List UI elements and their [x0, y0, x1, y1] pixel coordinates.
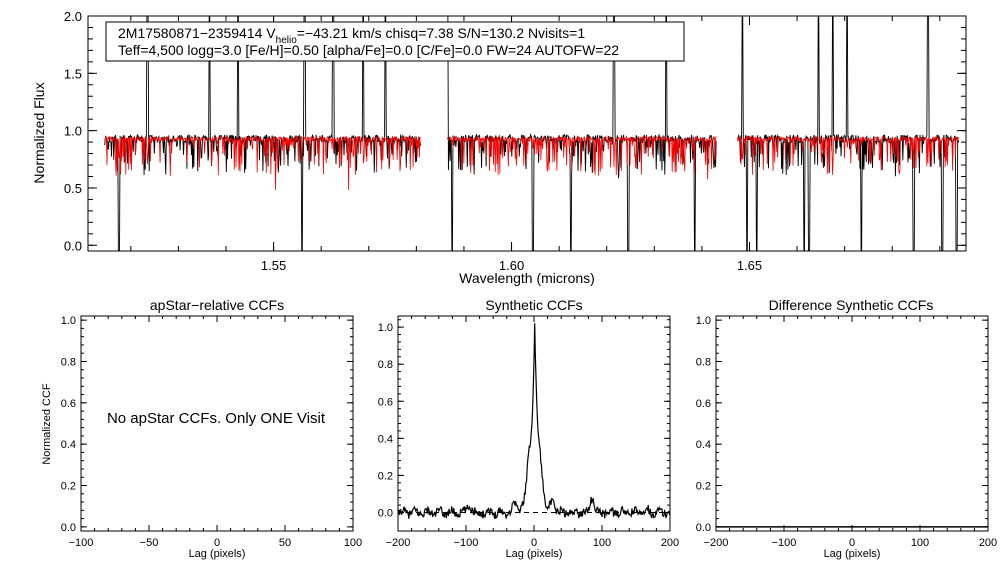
apstar-xtick-label: −50	[140, 537, 159, 549]
difference-ytick-label: 0.8	[696, 356, 711, 368]
apstar-annotation: No apStar CCFs. Only ONE Visit	[107, 410, 326, 427]
spectrum-ytick-label: 1.5	[64, 66, 82, 81]
difference-ytick-label: 0.2	[696, 481, 711, 493]
spectrum-ytick-label: 2.0	[64, 9, 82, 24]
observed-spectrum-segment-1	[104, 16, 422, 251]
difference-xtick-label: −100	[772, 537, 797, 549]
synthetic-xtick-label: 0	[531, 537, 537, 549]
synthetic-ccf-line	[397, 323, 671, 520]
spectrum-ticks: 1.55 1.60 1.65 0.0 0.5 1.0 1.5 2.0	[64, 9, 966, 273]
difference-xtick-label: 0	[849, 537, 855, 549]
difference-xlabel: Lag (pixels)	[824, 548, 881, 560]
spectrum-ytick-label: 1.0	[64, 124, 82, 139]
apstar-title: apStar−relative CCFs	[150, 297, 284, 313]
spectrum-xlabel: Wavelength (microns)	[459, 270, 595, 286]
difference-title: Difference Synthetic CCFs	[769, 297, 934, 313]
synthetic-ytick-label: 0.8	[378, 359, 393, 371]
spectrum-ytick-label: 0.5	[64, 181, 82, 196]
synthetic-xtick-label: 100	[593, 537, 611, 549]
apstar-xtick-label: −100	[69, 537, 94, 549]
synthetic-ytick-label: 0.2	[378, 470, 393, 482]
spectrum-info-prefix: 2M17580871−2359414 V	[118, 25, 276, 41]
difference-ytick-label: 0.0	[696, 522, 711, 534]
spectrum-ylabel: Normalized Flux	[31, 82, 47, 183]
model-spectrum-segment-1	[104, 135, 422, 191]
spectrum-frame	[87, 15, 967, 252]
spectrum-series	[104, 16, 960, 251]
spectrum-info-box	[105, 21, 685, 62]
apstar-ytick-label: 1.0	[61, 315, 76, 327]
apstar-ylabel: Normalized CCF	[41, 383, 53, 465]
spectrum-info-line2: Teff=4,500 logg=3.0 [Fe/H]=0.50 [alpha/F…	[118, 42, 619, 58]
difference-panel: Difference Synthetic CCFs −200 −100 0 100 20…	[696, 297, 997, 560]
difference-frame	[715, 315, 989, 532]
spectrum-xtick-label: 1.65	[737, 258, 762, 273]
synthetic-panel: Synthetic CCFs −200 −100 0 100 200 0.0 0.2 0.4 0…	[378, 297, 679, 560]
apstar-xtick-label: 100	[344, 537, 362, 549]
synthetic-xtick-label: −100	[454, 537, 479, 549]
apstar-xtick-label: 0	[214, 537, 220, 549]
apstar-panel: apStar−relative CCFs −100 −50 0 50 100 0.0 0.2…	[41, 297, 362, 560]
synthetic-xtick-label: −200	[386, 537, 411, 549]
spectrum-ytick-label: 0.0	[64, 238, 82, 253]
apstar-ytick-label: 0.8	[61, 356, 76, 368]
synthetic-title: Synthetic CCFs	[485, 297, 582, 313]
apstar-ticks: −100 −50 0 50 100 0.0 0.2 0.4 0.6 0.8 1.0	[61, 315, 362, 549]
apstar-ytick-label: 0.4	[61, 439, 76, 451]
synthetic-xtick-label: 200	[661, 537, 679, 549]
spectrum-xtick-label: 1.60	[499, 258, 524, 273]
spectrum-xtick-label: 1.55	[261, 258, 286, 273]
synthetic-series	[397, 323, 671, 520]
spectrum-info-line1: 2M17580871−2359414 Vhelio=−43.21 km/s ch…	[118, 25, 585, 46]
model-spectrum-segment-2	[446, 134, 717, 180]
difference-ytick-label: 1.0	[696, 315, 711, 327]
synthetic-ticks: −200 −100 0 100 200 0.0 0.2 0.4 0.6 0.8 1.0	[378, 316, 679, 549]
apstar-xtick-label: 50	[279, 537, 291, 549]
difference-xtick-label: 100	[911, 537, 929, 549]
spectrum-panel: 1.55 1.60 1.65 0.0 0.5 1.0 1.5 2.0 Wavelength (…	[31, 9, 967, 286]
spectrum-info-suffix: =−43.21 km/s chisq=7.38 S/N=130.2 Nvisit…	[297, 25, 586, 41]
synthetic-ytick-label: 0.6	[378, 396, 393, 408]
synthetic-xlabel: Lag (pixels)	[506, 548, 563, 560]
apstar-ytick-label: 0.6	[61, 398, 76, 410]
synthetic-ytick-label: 0.4	[378, 433, 393, 445]
difference-ytick-label: 0.4	[696, 439, 711, 451]
spectrum-info-sub: helio	[276, 35, 298, 46]
difference-ticks: −200 −100 0 100 200 0.0 0.2 0.4 0.6 0.8 1.0	[696, 315, 997, 549]
synthetic-ytick-label: 0.0	[378, 507, 393, 519]
difference-xtick-label: 200	[979, 537, 997, 549]
difference-ytick-label: 0.6	[696, 398, 711, 410]
apstar-ytick-label: 0.2	[61, 481, 76, 493]
apstar-ytick-label: 0.0	[61, 522, 76, 534]
difference-xtick-label: −200	[704, 537, 729, 549]
model-spectrum-segment-3	[737, 135, 960, 175]
observed-spectrum-segment-3	[737, 16, 960, 251]
apstar-xlabel: Lag (pixels)	[189, 548, 246, 560]
synthetic-ytick-label: 1.0	[378, 322, 393, 334]
